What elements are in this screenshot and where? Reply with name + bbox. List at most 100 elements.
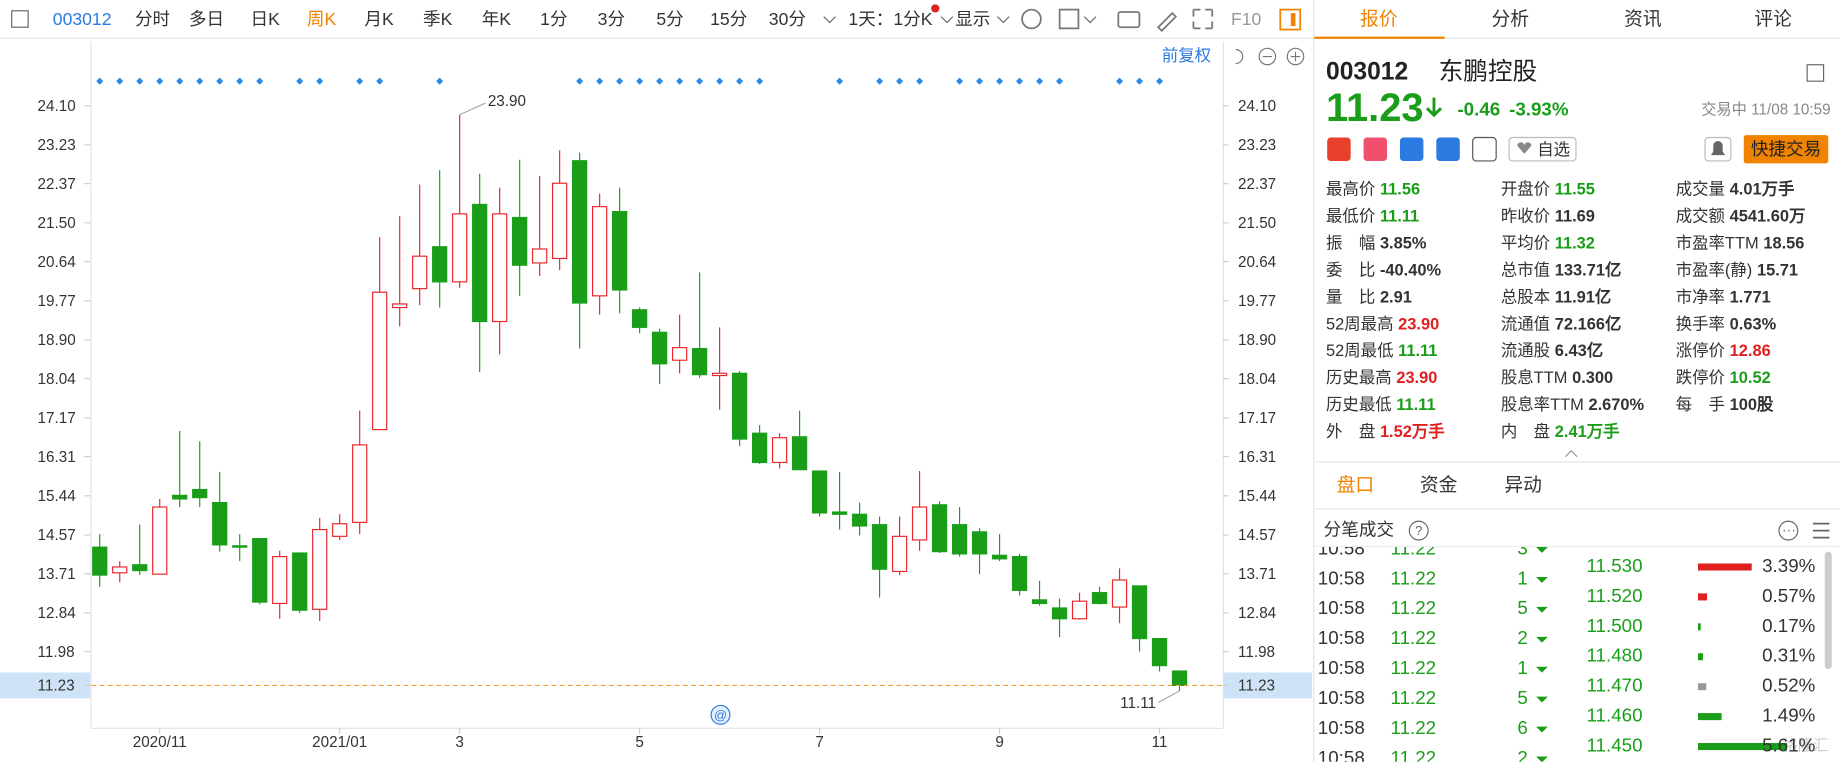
trade-volume: 2 <box>1517 747 1527 762</box>
stat: 内 盘 2.41万手 <box>1501 423 1620 442</box>
settings-icon[interactable] <box>1021 8 1042 30</box>
panel-tab[interactable]: 报价 <box>1360 8 1398 29</box>
candle-body <box>671 347 688 361</box>
event-marker[interactable] <box>1116 77 1124 85</box>
f10-button[interactable]: F10 <box>1231 9 1262 29</box>
stat-value: 2.670% <box>1588 397 1644 415</box>
trade-price: 11.22 <box>1391 717 1437 738</box>
price-tag <box>0 672 91 699</box>
stat: 振 幅 3.85% <box>1326 235 1427 253</box>
book-pct: 0.57% <box>1762 585 1816 606</box>
zoom-in[interactable] <box>1286 47 1305 66</box>
panel-tab[interactable]: 资讯 <box>1624 8 1662 29</box>
stat: 开盘价 11.55 <box>1501 180 1595 199</box>
stat-value: 11.11 <box>1396 397 1435 415</box>
candle-body <box>472 203 488 323</box>
stat: 历史最高 23.90 <box>1326 370 1437 388</box>
period-tab[interactable]: 30分 <box>769 9 806 29</box>
y-tick-label: 16.31 <box>38 449 76 466</box>
period-tab[interactable]: 3分 <box>598 9 625 29</box>
compare-icon[interactable] <box>1399 137 1424 161</box>
stat-value: 3.85% <box>1380 235 1427 253</box>
period-tab[interactable]: 季K <box>423 9 453 29</box>
x-tick-label: 3 <box>455 734 463 751</box>
period-tab[interactable]: 周K <box>307 9 337 29</box>
y-tick-label: 11.98 <box>38 644 75 661</box>
candle-body <box>931 504 948 553</box>
period-tab[interactable]: 月K <box>364 9 394 29</box>
panel-menu[interactable] <box>1806 64 1825 82</box>
period-tab[interactable]: 日K <box>251 9 281 29</box>
more-icon[interactable] <box>1778 520 1799 541</box>
period-tab[interactable]: 多日 <box>189 9 224 29</box>
candle-body <box>1031 599 1048 605</box>
period-tab[interactable]: 分时 <box>135 9 170 29</box>
panel-toggle[interactable] <box>1279 8 1302 31</box>
stat-label: 流通值 <box>1501 316 1550 334</box>
panel-tab[interactable]: 评论 <box>1754 8 1792 29</box>
event-marker[interactable] <box>136 77 144 85</box>
lower-tab[interactable]: 资金 <box>1420 474 1458 495</box>
tag-icon[interactable] <box>1436 137 1460 161</box>
candle-body <box>891 535 908 573</box>
stock-code[interactable]: 003012 <box>53 9 112 29</box>
lower-tab[interactable]: 异动 <box>1504 474 1542 495</box>
event-icon[interactable] <box>710 704 731 725</box>
candle-body <box>911 506 928 541</box>
display-menu[interactable]: 显示 <box>955 9 990 29</box>
box-icon[interactable] <box>1058 8 1080 30</box>
note-icon[interactable] <box>1472 136 1497 162</box>
trade-time: 10:58 <box>1318 597 1365 618</box>
period-tab[interactable]: 5分 <box>656 9 683 29</box>
period-tab[interactable]: 1分 <box>540 9 567 29</box>
help-icon[interactable] <box>1408 520 1429 541</box>
fullscreen-icon[interactable] <box>1192 8 1214 30</box>
y-tick-label: 18.04 <box>38 371 77 388</box>
stat-label: 股息率TTM <box>1501 397 1584 415</box>
y-tick-label: 21.50 <box>1238 215 1276 232</box>
bell-button[interactable] <box>1704 136 1732 162</box>
adjust-mode[interactable]: 前复权 <box>1162 47 1211 65</box>
sidebar-icon[interactable] <box>11 10 29 28</box>
candle-body <box>1011 556 1028 591</box>
quick-trade-button[interactable] <box>1743 135 1829 164</box>
zoom-out[interactable] <box>1258 47 1277 66</box>
collapse-chevron[interactable] <box>1564 449 1578 458</box>
stat-value: 6.43亿 <box>1555 342 1603 361</box>
trade-price: 11.22 <box>1391 597 1437 618</box>
period-tab[interactable]: 年K <box>482 9 512 29</box>
stat: 成交额 4541.60万 <box>1676 208 1806 226</box>
camera-icon[interactable] <box>1117 11 1141 29</box>
trade-direction <box>1536 547 1548 553</box>
candle-body <box>711 372 728 377</box>
trade-price: 11.22 <box>1391 537 1437 558</box>
candle-body <box>92 546 108 576</box>
lower-tab[interactable]: 盘口 <box>1337 474 1375 495</box>
event-marker[interactable] <box>1036 77 1044 85</box>
stat: 平均价 11.32 <box>1501 235 1595 253</box>
candle-body <box>951 524 968 555</box>
book-bar <box>1698 563 1752 571</box>
book-bar <box>1698 593 1708 601</box>
book-price: 11.470 <box>1587 675 1643 696</box>
period-tab[interactable]: 15分 <box>710 9 747 29</box>
alert-icon[interactable] <box>1363 137 1388 161</box>
candle-body <box>971 531 988 555</box>
y-tick-label: 20.64 <box>38 254 77 271</box>
book-pct: 0.52% <box>1762 675 1816 696</box>
candle-body <box>1131 585 1148 640</box>
x-tick-label: 11 <box>1152 734 1168 751</box>
candle-body <box>492 213 508 323</box>
candle-body <box>1091 592 1108 605</box>
panel-tab[interactable]: 分析 <box>1491 8 1529 29</box>
down-arrow <box>1425 97 1443 118</box>
y-tick-label: 24.10 <box>1238 98 1276 115</box>
flag-icon[interactable] <box>1327 137 1351 161</box>
period-selector[interactable]: 1天：1分K <box>848 9 932 29</box>
scrollbar[interactable] <box>1824 551 1832 670</box>
pen-icon[interactable] <box>1156 11 1178 32</box>
list-icon[interactable] <box>1783 522 1830 539</box>
quote-code: 003012 <box>1326 58 1408 85</box>
event-marker[interactable] <box>1056 77 1064 85</box>
bell-icon <box>1710 141 1725 156</box>
